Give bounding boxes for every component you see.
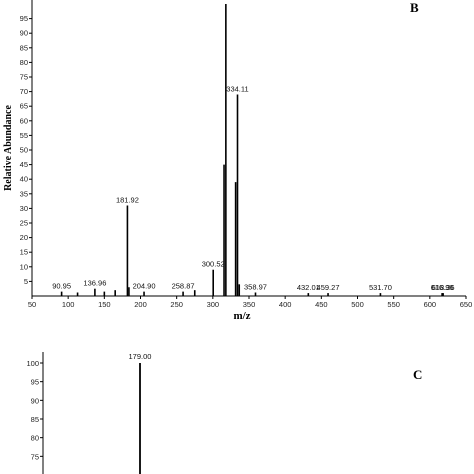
- panel-b-y-tick-label: 10: [20, 262, 28, 271]
- panel-c-y-tick-label: 85: [31, 415, 39, 424]
- panel-b-y-tick-label: 15: [20, 248, 28, 257]
- panel-c-y-tick-label: 100: [26, 359, 39, 368]
- panel-b-y-tick-label: 90: [20, 29, 28, 38]
- panel-b-y-tick-label: 55: [20, 131, 28, 140]
- panel-b-peak-label: 181.92: [116, 195, 139, 204]
- panel-c-y-tick-label: 95: [31, 378, 39, 387]
- panel-c-peak-label: 179.00: [129, 352, 152, 361]
- panel-b-x-tick-label: 650: [460, 300, 473, 309]
- panel-b-x-tick-label: 250: [170, 300, 183, 309]
- panel-c-y-tick-label: 80: [31, 434, 39, 443]
- panel-c-y-tick-label: 75: [31, 452, 39, 461]
- panel-b-peak-label: 334.11: [226, 85, 248, 94]
- panel-b-peak-label: 204.90: [133, 282, 156, 291]
- panel-b-x-tick-label: 600: [424, 300, 437, 309]
- panel-b-y-tick-label: 20: [20, 233, 28, 242]
- panel-b-y-tick-label: 95: [20, 14, 28, 23]
- panel-c-peak-labels: 179.00: [129, 352, 152, 361]
- panel-b-x-tick-label: 50: [28, 300, 36, 309]
- panel-b-chart: B 5101520253035404550556065707580859095 …: [3, 0, 472, 322]
- panel-c-label: C: [413, 367, 422, 382]
- panel-b-y-tick-label: 40: [20, 175, 28, 184]
- panel-b-y-tick-label: 45: [20, 160, 28, 169]
- panel-b-x-tick-label: 100: [62, 300, 75, 309]
- panel-b-x-tick-label: 300: [207, 300, 220, 309]
- panel-b-peak-label: 136.96: [83, 279, 106, 288]
- panel-b-x-tick-label: 500: [351, 300, 364, 309]
- panel-b-peak-label: 358.97: [244, 282, 267, 291]
- panel-b-y-tick-label: 30: [20, 204, 28, 213]
- panel-b-x-tick-label: 350: [243, 300, 256, 309]
- panel-b-peaks: [60, 4, 444, 296]
- panel-b-y-tick-label: 35: [20, 189, 28, 198]
- panel-b-x-ticks: 50 100 150 200 250 300 350 400 450 500 550 600 650: [28, 296, 472, 309]
- panel-b-y-tick-label: 25: [20, 219, 28, 228]
- panel-b-y-axis-label: Relative Abundance: [3, 105, 14, 191]
- panel-b-y-tick-label: 80: [20, 58, 28, 67]
- panel-b-y-tick-label: 70: [20, 87, 28, 96]
- panel-b-peak-label: 300.52: [202, 260, 225, 269]
- panel-b-x-tick-label: 450: [315, 300, 328, 309]
- panel-b-peak-label: 258.87: [172, 282, 195, 291]
- panel-b-label: B: [410, 0, 419, 15]
- panel-b-x-tick-label: 400: [279, 300, 292, 309]
- panel-b-peak-label: 432.01: [297, 283, 320, 292]
- panel-b-y-tick-label: 5: [24, 277, 28, 286]
- panel-b-peak-label: 531.70: [369, 283, 392, 292]
- panel-b-peak-label: 90.95: [52, 282, 71, 291]
- panel-c-y-tick-label: 90: [31, 396, 39, 405]
- panel-b-x-axis-label: m/z: [233, 310, 250, 322]
- panel-b-x-tick-label: 550: [387, 300, 400, 309]
- panel-c-chart: C 75 80 85 90 95 100 179.00: [26, 352, 422, 474]
- panel-c-y-ticks: 75 80 85 90 95 100: [26, 359, 43, 461]
- panel-b-y-ticks: 5 10 15 20 25 30 35 40 45 50 55 60 65 70 75 80 85 90 95: [20, 14, 32, 286]
- panel-b-x-tick-label: 150: [98, 300, 111, 309]
- panel-b-peak-labels: 90.95 136.96 181.92 204.90 258.87 300.52 334.1…: [52, 85, 454, 293]
- panel-b-peak-label: 459.27: [317, 283, 340, 292]
- panel-b-y-tick-label: 75: [20, 73, 28, 82]
- panel-b-y-tick-label: 85: [20, 43, 28, 52]
- panel-b-x-tick-label: 200: [134, 300, 147, 309]
- panel-b-y-tick-label: 65: [20, 102, 28, 111]
- panel-b-peak-label: 618.36: [432, 283, 455, 292]
- panel-b-y-tick-label: 60: [20, 116, 28, 125]
- panel-b-y-tick-label: 50: [20, 146, 28, 155]
- panel-b-peak-label: 616.96: [431, 283, 454, 292]
